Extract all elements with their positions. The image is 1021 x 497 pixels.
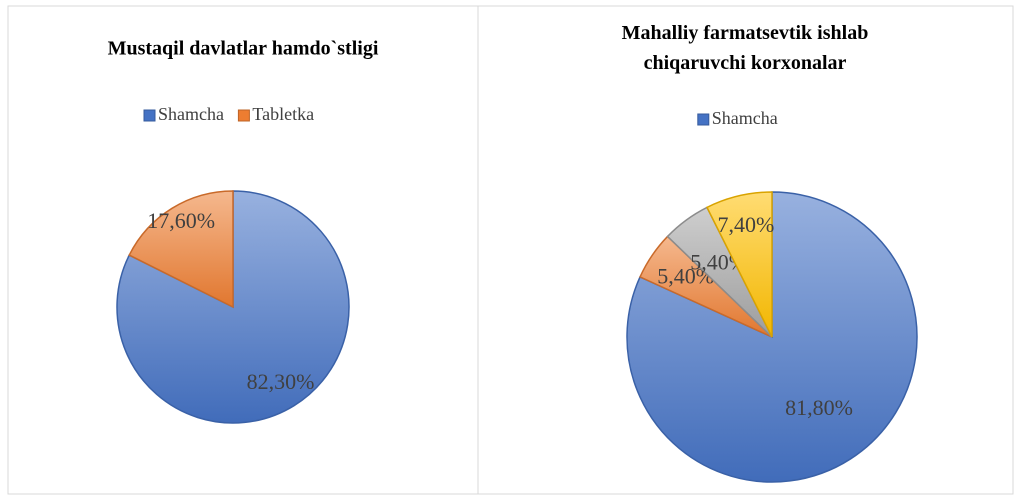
data-label: 82,30% xyxy=(247,369,315,394)
title-line: Mahalliy farmatsevtik ishlab xyxy=(622,22,869,44)
title-line: chiqaruvchi korxonalar xyxy=(644,52,847,74)
chart-title: Mahalliy farmatsevtik ishlab chiqaruvchi … xyxy=(622,22,869,74)
chart-title: Mustaqil davlatlar hamdo`stligi xyxy=(108,38,379,60)
legend-swatch xyxy=(697,113,710,126)
legend-label: Shamcha xyxy=(158,104,224,124)
legend-swatch xyxy=(143,109,156,122)
data-label: 7,40% xyxy=(718,212,775,237)
legend-swatch xyxy=(237,109,250,122)
legend-label: Tabletka xyxy=(252,104,314,124)
data-label: 81,80% xyxy=(785,395,853,420)
pie-slice xyxy=(116,190,350,424)
pie-slice xyxy=(705,191,773,338)
legend-label: Shamcha xyxy=(712,108,778,128)
pie-slice xyxy=(128,190,234,309)
data-label: 17,60% xyxy=(147,208,215,233)
